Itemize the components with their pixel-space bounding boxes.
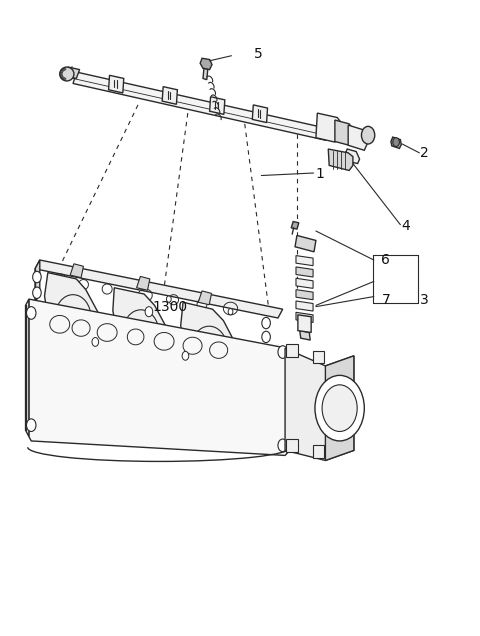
Polygon shape: [298, 315, 311, 333]
Circle shape: [278, 439, 288, 452]
Polygon shape: [285, 349, 354, 460]
Polygon shape: [45, 273, 100, 359]
Polygon shape: [210, 97, 225, 114]
Polygon shape: [328, 149, 353, 170]
Circle shape: [262, 331, 270, 343]
Polygon shape: [287, 439, 298, 452]
Polygon shape: [296, 289, 313, 300]
Polygon shape: [198, 291, 212, 305]
Circle shape: [69, 280, 74, 286]
Polygon shape: [296, 256, 313, 266]
Circle shape: [26, 419, 36, 431]
Text: 3: 3: [420, 293, 429, 307]
Polygon shape: [316, 113, 342, 142]
Text: 4: 4: [401, 219, 410, 233]
Polygon shape: [162, 86, 178, 104]
Polygon shape: [300, 331, 310, 340]
Circle shape: [182, 352, 189, 360]
Polygon shape: [291, 221, 299, 229]
Polygon shape: [64, 67, 80, 78]
Circle shape: [33, 272, 41, 282]
Circle shape: [322, 385, 357, 431]
Text: 7: 7: [382, 293, 390, 307]
Polygon shape: [348, 125, 367, 150]
Circle shape: [393, 137, 399, 146]
Polygon shape: [296, 301, 313, 311]
Polygon shape: [25, 299, 29, 436]
Polygon shape: [73, 72, 329, 140]
Circle shape: [361, 127, 375, 144]
Circle shape: [92, 338, 98, 347]
Polygon shape: [345, 149, 360, 163]
Polygon shape: [29, 299, 290, 455]
Polygon shape: [296, 279, 313, 288]
Circle shape: [26, 307, 36, 319]
Text: 1300: 1300: [152, 300, 187, 314]
Circle shape: [278, 346, 288, 358]
Circle shape: [228, 308, 233, 315]
Circle shape: [167, 296, 171, 302]
Polygon shape: [108, 75, 124, 93]
Ellipse shape: [60, 67, 74, 81]
Polygon shape: [287, 345, 298, 357]
Polygon shape: [312, 351, 324, 363]
Text: 6: 6: [382, 253, 390, 267]
Polygon shape: [325, 356, 354, 460]
Polygon shape: [70, 264, 84, 278]
Polygon shape: [200, 59, 212, 69]
Polygon shape: [296, 267, 313, 277]
Polygon shape: [312, 445, 324, 458]
Circle shape: [145, 307, 153, 317]
Polygon shape: [391, 137, 401, 148]
Circle shape: [262, 317, 270, 329]
Text: 1: 1: [316, 167, 325, 181]
Text: 2: 2: [420, 146, 429, 160]
Polygon shape: [180, 302, 238, 391]
Text: 5: 5: [254, 48, 263, 62]
Polygon shape: [203, 68, 208, 80]
Polygon shape: [113, 287, 169, 375]
Polygon shape: [296, 312, 313, 322]
Polygon shape: [252, 105, 267, 123]
Circle shape: [33, 287, 41, 298]
Circle shape: [315, 375, 364, 441]
Polygon shape: [35, 260, 283, 318]
Polygon shape: [335, 120, 353, 145]
Polygon shape: [35, 260, 40, 302]
Polygon shape: [137, 277, 150, 290]
Polygon shape: [295, 235, 316, 252]
